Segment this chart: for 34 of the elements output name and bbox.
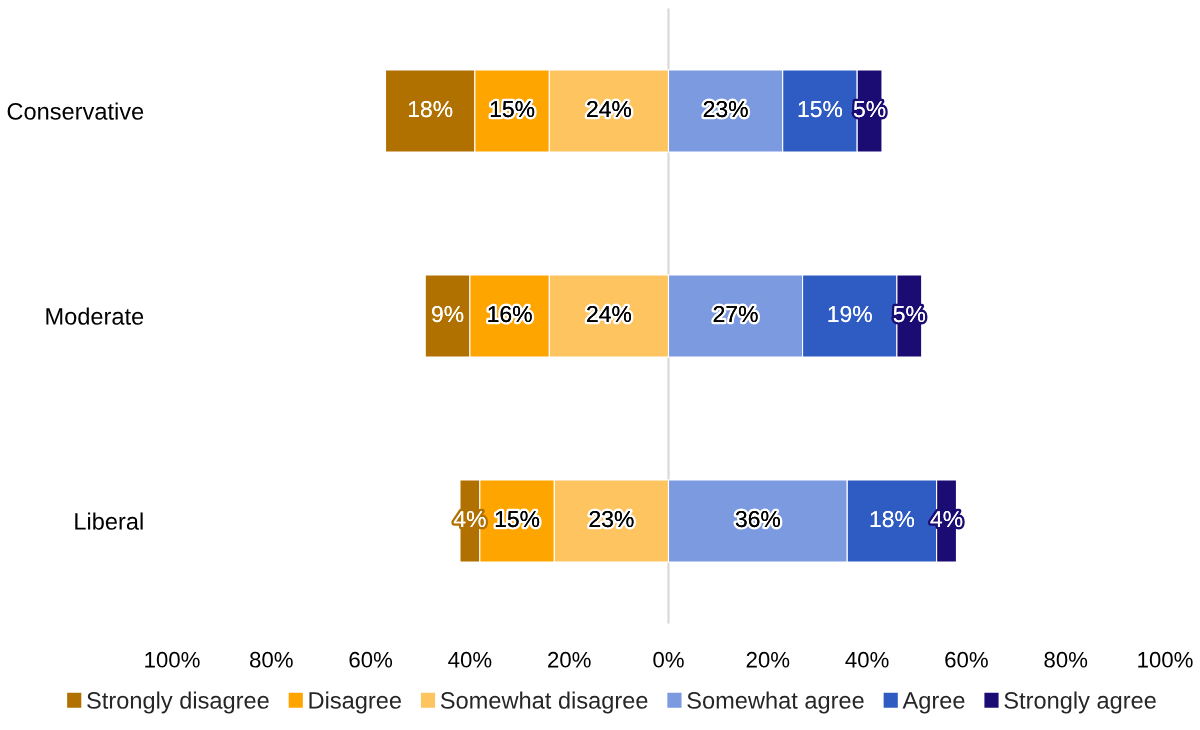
legend-label: Strongly agree	[1004, 691, 1156, 714]
y-tick-label: Moderate	[46, 307, 144, 325]
data-label: 23%	[589, 510, 634, 528]
data-label: 15%	[490, 101, 535, 118]
x-tick-label: 60%	[349, 651, 393, 668]
data-label: 15%	[495, 511, 540, 528]
legend-label: Somewhat disagree	[440, 691, 648, 714]
data-label: 18%	[870, 510, 915, 528]
legend-label: Disagree	[309, 691, 401, 714]
x-tick-label: 40%	[845, 651, 889, 668]
legend-label: Strongly disagree	[87, 691, 269, 714]
x-tick-label: 40%	[448, 651, 492, 668]
x-tick-label: 100%	[145, 651, 200, 668]
data-label: 15%	[798, 101, 843, 118]
x-tick-label: 80%	[250, 651, 293, 668]
data-label: 27%	[713, 305, 758, 323]
x-tick-label: 100%	[1138, 651, 1193, 668]
x-tick-label: 0%	[653, 651, 684, 668]
data-label: 16%	[488, 305, 532, 323]
data-label: 9%	[432, 305, 464, 323]
data-label: 23%	[703, 100, 748, 118]
data-label: 19%	[828, 305, 872, 323]
data-label: 24%	[587, 100, 632, 118]
y-tick-label: Conservative	[7, 102, 144, 120]
data-label: 24%	[587, 305, 632, 323]
y-tick-label: Liberal	[75, 512, 143, 530]
legend-label: Agree	[902, 692, 965, 714]
x-tick-label: 60%	[945, 651, 988, 668]
data-label: 18%	[408, 100, 453, 118]
legend-label: Somewhat agree	[687, 691, 864, 714]
x-tick-label: 20%	[746, 651, 790, 668]
data-label: 36%	[735, 510, 780, 528]
x-tick-label: 20%	[548, 651, 591, 668]
x-tick-label: 80%	[1044, 651, 1088, 668]
